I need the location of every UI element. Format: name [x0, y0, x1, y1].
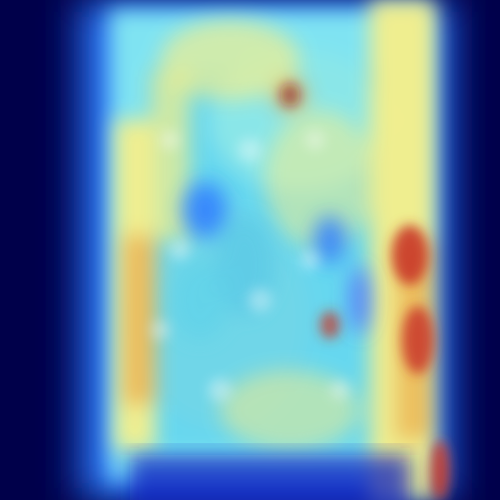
- cool-patches: [172, 182, 370, 340]
- bottom-dark-band: [130, 455, 410, 500]
- texture-dots: [150, 130, 350, 402]
- hot-spots: [280, 83, 450, 500]
